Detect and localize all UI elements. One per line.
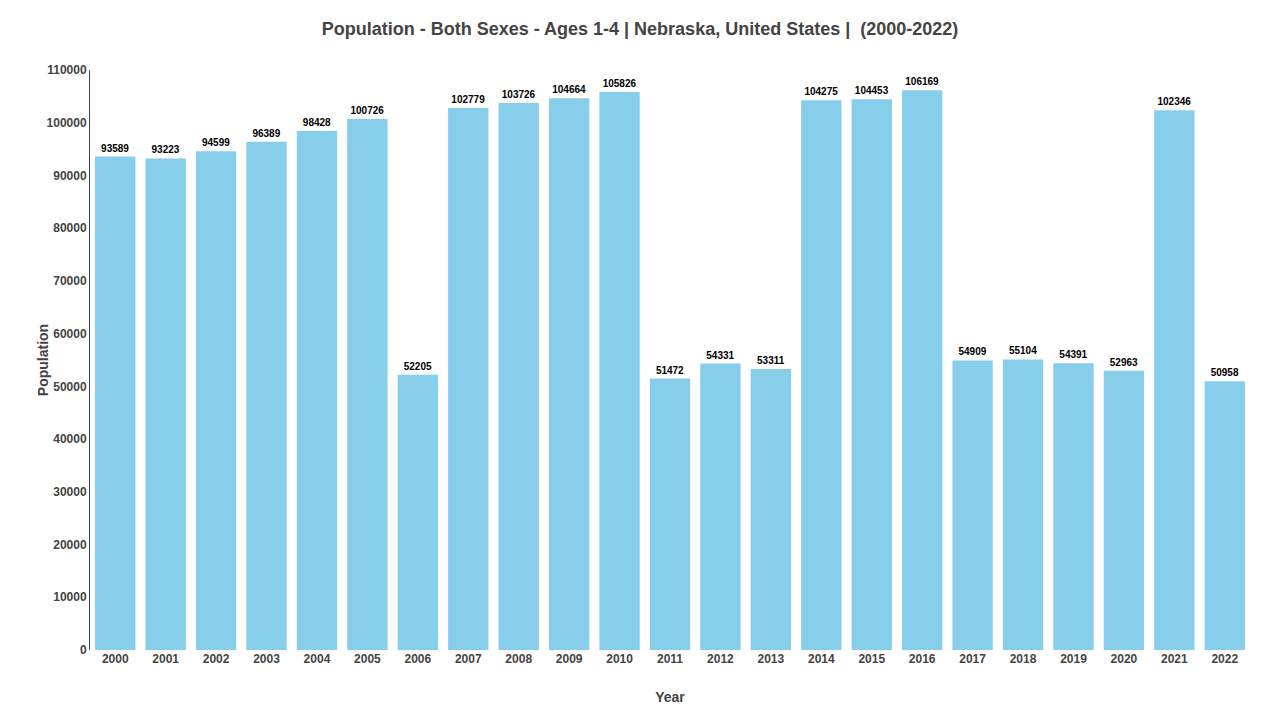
svg-text:Year: Year bbox=[655, 689, 685, 705]
svg-text:2022: 2022 bbox=[1211, 652, 1238, 666]
svg-text:2006: 2006 bbox=[404, 652, 431, 666]
svg-text:90000: 90000 bbox=[53, 169, 87, 183]
svg-text:54391: 54391 bbox=[1059, 349, 1087, 360]
svg-text:105826: 105826 bbox=[603, 78, 637, 89]
svg-text:2011: 2011 bbox=[657, 652, 683, 666]
svg-text:80000: 80000 bbox=[53, 221, 87, 235]
svg-text:54909: 54909 bbox=[958, 346, 986, 357]
svg-text:2018: 2018 bbox=[1010, 652, 1037, 666]
svg-text:2016: 2016 bbox=[909, 652, 936, 666]
svg-text:Population - Both Sexes - Ages: Population - Both Sexes - Ages 1-4 | Neb… bbox=[322, 19, 959, 39]
svg-text:102346: 102346 bbox=[1157, 96, 1191, 107]
svg-text:104453: 104453 bbox=[855, 85, 889, 96]
svg-text:70000: 70000 bbox=[53, 274, 87, 288]
svg-text:40000: 40000 bbox=[53, 432, 87, 446]
svg-text:30000: 30000 bbox=[53, 485, 87, 499]
svg-text:93589: 93589 bbox=[101, 143, 129, 154]
svg-text:106169: 106169 bbox=[905, 76, 939, 87]
svg-text:100726: 100726 bbox=[350, 105, 384, 116]
svg-text:2017: 2017 bbox=[959, 652, 986, 666]
svg-text:102779: 102779 bbox=[451, 94, 485, 105]
svg-text:94599: 94599 bbox=[202, 137, 230, 148]
svg-text:2020: 2020 bbox=[1111, 652, 1138, 666]
svg-text:104664: 104664 bbox=[552, 84, 586, 95]
svg-text:2007: 2007 bbox=[455, 652, 482, 666]
svg-text:2000: 2000 bbox=[102, 652, 129, 666]
svg-text:2005: 2005 bbox=[354, 652, 381, 666]
svg-text:2009: 2009 bbox=[556, 652, 583, 666]
svg-text:2012: 2012 bbox=[707, 652, 734, 666]
svg-text:2010: 2010 bbox=[606, 652, 633, 666]
svg-text:2002: 2002 bbox=[203, 652, 230, 666]
svg-text:2015: 2015 bbox=[858, 652, 885, 666]
svg-text:2013: 2013 bbox=[758, 652, 785, 666]
svg-text:100000: 100000 bbox=[47, 116, 87, 130]
svg-text:54331: 54331 bbox=[706, 350, 734, 361]
svg-text:10000: 10000 bbox=[53, 590, 87, 604]
svg-text:93223: 93223 bbox=[152, 144, 180, 155]
svg-text:52963: 52963 bbox=[1110, 357, 1138, 368]
svg-text:2021: 2021 bbox=[1161, 652, 1188, 666]
svg-text:2014: 2014 bbox=[808, 652, 835, 666]
svg-text:2001: 2001 bbox=[152, 652, 179, 666]
svg-text:110000: 110000 bbox=[47, 63, 87, 77]
svg-text:20000: 20000 bbox=[53, 538, 87, 552]
svg-text:96389: 96389 bbox=[252, 128, 280, 139]
svg-text:103726: 103726 bbox=[502, 89, 536, 100]
svg-text:2004: 2004 bbox=[304, 652, 331, 666]
svg-text:2019: 2019 bbox=[1060, 652, 1087, 666]
svg-text:Population: Population bbox=[35, 324, 51, 396]
svg-text:53311: 53311 bbox=[757, 355, 785, 366]
svg-text:98428: 98428 bbox=[303, 117, 331, 128]
svg-text:50000: 50000 bbox=[53, 380, 87, 394]
svg-text:104275: 104275 bbox=[804, 86, 838, 97]
svg-text:51472: 51472 bbox=[656, 365, 684, 376]
svg-text:50958: 50958 bbox=[1211, 367, 1239, 378]
svg-text:2003: 2003 bbox=[253, 652, 280, 666]
svg-text:52205: 52205 bbox=[404, 361, 432, 372]
svg-text:0: 0 bbox=[80, 643, 87, 657]
svg-text:55104: 55104 bbox=[1009, 345, 1037, 356]
svg-text:60000: 60000 bbox=[53, 327, 87, 341]
svg-text:2008: 2008 bbox=[505, 652, 532, 666]
